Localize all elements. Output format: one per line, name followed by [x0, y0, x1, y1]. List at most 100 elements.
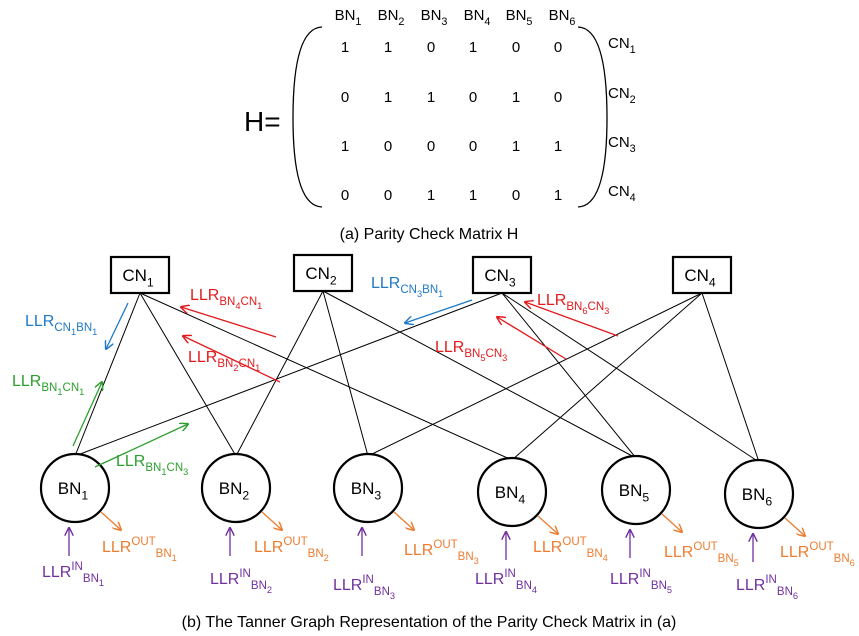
message-label: LLRBN5CN3	[435, 339, 507, 363]
input-llr-1: LLRINBN1	[42, 528, 104, 588]
input-llr-3: LLRINBN3	[333, 528, 395, 601]
output-llr-6: LLROUTBN6	[780, 517, 855, 568]
check-node-box	[109, 255, 171, 295]
bit-node-circle	[600, 454, 672, 526]
bit-node-label: BN6	[742, 485, 773, 508]
matrix-cell: 0	[341, 89, 349, 106]
edge-cn1-bn2	[139, 292, 237, 457]
matrix-row-label-2: CN2	[608, 85, 636, 106]
matrix-cell: 1	[512, 89, 520, 106]
matrix-cell: 1	[469, 187, 477, 204]
output-label: LLROUTBN1	[102, 536, 177, 563]
check-node-box	[671, 255, 733, 295]
matrix-cell: 1	[554, 138, 562, 155]
matrix-cell: 0	[427, 138, 435, 155]
output-label: LLROUTBN2	[254, 536, 329, 563]
bit-node-circle	[723, 458, 795, 530]
bit-node-circle	[476, 456, 548, 528]
matrix-cell: 1	[341, 138, 349, 155]
matrix-cell: 1	[427, 89, 435, 106]
bit-node-6: BN6	[723, 458, 795, 530]
output-label: LLROUTBN4	[533, 536, 608, 563]
matrix-cell: 0	[427, 39, 435, 56]
matrix-col-label-2: BN2	[378, 7, 405, 28]
check-node-box	[292, 253, 354, 293]
check-node-3: CN3	[471, 255, 533, 295]
edge-cn4-bn3	[367, 292, 703, 457]
message-arrow	[525, 302, 619, 337]
matrix-col-label-1: BN1	[335, 7, 362, 28]
edge-cn1-bn4	[139, 292, 513, 461]
tanner-nodes: CN1 CN2 CN3 CN4 BN1 BN2 BN3 BN4 BN5 BN6	[39, 253, 795, 530]
matrix-cell: 0	[341, 187, 349, 204]
input-llr-5: LLRINBN5	[610, 530, 672, 595]
check-node-4: CN4	[671, 255, 733, 295]
bit-node-label: BN1	[58, 479, 89, 502]
output-llr-4: LLROUTBN4	[533, 515, 608, 563]
input-llr-6: LLRINBN6	[736, 534, 798, 601]
message-arrow	[181, 307, 277, 338]
bit-node-5: BN5	[600, 454, 672, 526]
check-node-label: CN1	[122, 266, 154, 289]
bit-node-label: BN3	[351, 479, 382, 502]
message-arrow	[405, 299, 473, 323]
output-llr-3: LLROUTBN3	[393, 511, 479, 566]
output-label: LLROUTBN5	[664, 541, 739, 568]
matrix-col-label-4: BN4	[464, 7, 491, 28]
input-llr-4: LLRINBN4	[475, 532, 537, 595]
edge-cn1-bn1	[74, 292, 141, 457]
message-1: LLRCN1BN1	[25, 302, 129, 349]
matrix-caption: (a) Parity Check Matrix H	[340, 226, 519, 243]
matrix-cell: 1	[384, 89, 392, 106]
matrix-cell: 0	[469, 138, 477, 155]
input-llr-2: LLRINBN2	[210, 528, 272, 595]
check-node-label: CN4	[684, 266, 716, 289]
output-arrow	[261, 511, 282, 530]
message-6: LLRCN3BN1	[371, 275, 473, 323]
matrix-cell: 0	[384, 187, 392, 204]
matrix-cell: 1	[512, 138, 520, 155]
matrix-right-bracket	[577, 26, 608, 208]
message-label: LLRBN4CN1	[190, 287, 262, 311]
message-5: LLRBN1CN3	[94, 424, 188, 477]
message-label: LLRBN2CN1	[188, 349, 260, 373]
matrix-cell: 1	[341, 39, 349, 56]
matrix-col-label-5: BN5	[506, 7, 533, 28]
matrix-cell: 1	[554, 187, 562, 204]
io-arrows: LLRINBN1LLROUTBN1LLRINBN2LLROUTBN2LLRINB…	[42, 511, 855, 601]
edge-cn2-bn2	[235, 290, 324, 457]
output-arrow	[661, 513, 682, 532]
message-3: LLRBN2CN1	[183, 336, 281, 383]
matrix-row-label-3: CN3	[608, 134, 636, 155]
edge-cn2-bn3	[322, 290, 369, 457]
matrix-cell: 0	[469, 89, 477, 106]
edge-cn3-bn5	[501, 292, 637, 459]
output-label: LLROUTBN6	[780, 541, 855, 568]
bit-node-3: BN3	[332, 452, 404, 524]
bit-node-circle	[200, 452, 272, 524]
output-llr-1: LLROUTBN1	[100, 511, 177, 563]
matrix-col-label-3: BN3	[421, 7, 448, 28]
edge-cn3-bn6	[501, 292, 760, 463]
message-arrow	[106, 302, 129, 349]
message-label: LLRCN1BN1	[25, 313, 97, 337]
edge-cn4-bn6	[701, 292, 760, 463]
message-label: LLRBN6CN3	[537, 292, 609, 316]
output-llr-2: LLROUTBN2	[254, 511, 329, 563]
input-label: LLRINBN5	[610, 568, 672, 595]
matrix-cell: 1	[427, 187, 435, 204]
matrix-left-bracket	[292, 26, 323, 208]
input-label: LLRINBN4	[475, 568, 537, 595]
bit-node-circle	[39, 452, 111, 524]
bit-node-label: BN2	[219, 479, 250, 502]
output-llr-5: LLROUTBN5	[661, 513, 739, 568]
bit-node-label: BN4	[495, 483, 526, 506]
bit-node-2: BN2	[200, 452, 272, 524]
output-label: LLROUTBN3	[404, 539, 479, 566]
matrix-cell: 0	[512, 39, 520, 56]
output-arrow	[784, 517, 805, 536]
matrix-row-label-4: CN4	[608, 183, 636, 204]
check-node-box	[471, 255, 533, 295]
input-label: LLRINBN6	[736, 574, 798, 601]
